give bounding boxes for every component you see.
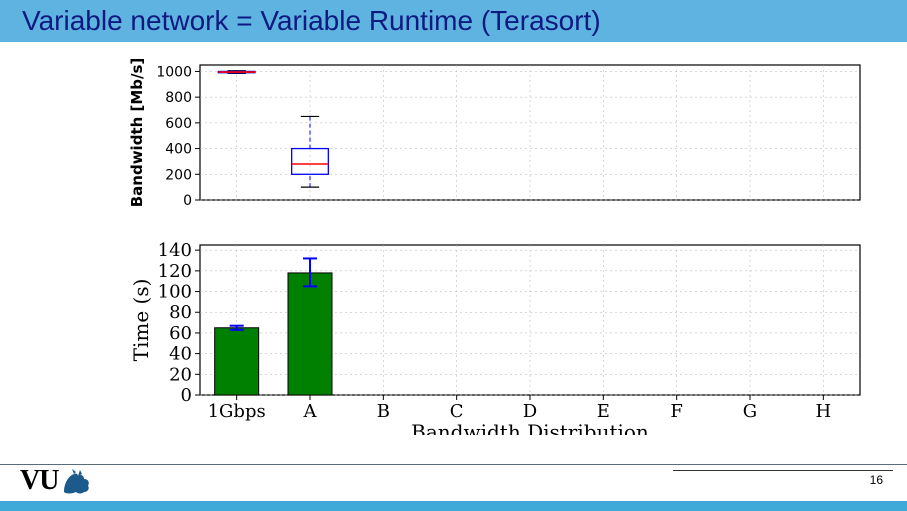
svg-text:0: 0 xyxy=(183,193,192,209)
svg-text:20: 20 xyxy=(169,364,192,385)
charts-svg: 02004006008001000Bandwidth [Mb/s]0204060… xyxy=(115,55,875,435)
slide-title: Variable network = Variable Runtime (Ter… xyxy=(22,5,601,37)
footer: VU 16 xyxy=(0,459,907,511)
svg-text:A: A xyxy=(303,401,318,422)
svg-text:H: H xyxy=(815,401,831,422)
svg-text:Time (s): Time (s) xyxy=(129,279,153,362)
svg-text:200: 200 xyxy=(165,167,192,183)
svg-text:E: E xyxy=(597,401,610,422)
svg-text:400: 400 xyxy=(165,142,192,158)
griffin-icon xyxy=(60,466,94,496)
page-number-divider xyxy=(673,470,893,471)
charts-container: 02004006008001000Bandwidth [Mb/s]0204060… xyxy=(115,55,875,435)
footer-blue-bar xyxy=(0,501,907,511)
svg-text:1Gbps: 1Gbps xyxy=(208,401,266,422)
svg-text:F: F xyxy=(670,401,683,422)
svg-text:0: 0 xyxy=(181,385,192,406)
footer-divider xyxy=(0,464,907,465)
vu-logo: VU xyxy=(20,465,94,497)
title-bar: Variable network = Variable Runtime (Ter… xyxy=(0,0,907,42)
svg-text:D: D xyxy=(523,401,537,422)
svg-text:Bandwidth [Mb/s]: Bandwidth [Mb/s] xyxy=(128,58,146,208)
svg-text:80: 80 xyxy=(169,302,192,323)
svg-text:C: C xyxy=(450,401,464,422)
slide-root: Variable network = Variable Runtime (Ter… xyxy=(0,0,907,511)
svg-text:1000: 1000 xyxy=(156,64,192,80)
svg-text:60: 60 xyxy=(169,323,192,344)
page-number: 16 xyxy=(870,473,883,487)
svg-text:600: 600 xyxy=(165,116,192,132)
svg-text:120: 120 xyxy=(158,261,192,282)
svg-text:40: 40 xyxy=(169,344,192,365)
svg-text:Bandwidth Distribution: Bandwidth Distribution xyxy=(411,420,649,435)
svg-text:800: 800 xyxy=(165,90,192,106)
svg-text:140: 140 xyxy=(158,240,192,261)
svg-text:B: B xyxy=(377,401,390,422)
logo-text: VU xyxy=(20,465,58,497)
svg-text:100: 100 xyxy=(158,282,192,303)
svg-text:G: G xyxy=(743,401,757,422)
